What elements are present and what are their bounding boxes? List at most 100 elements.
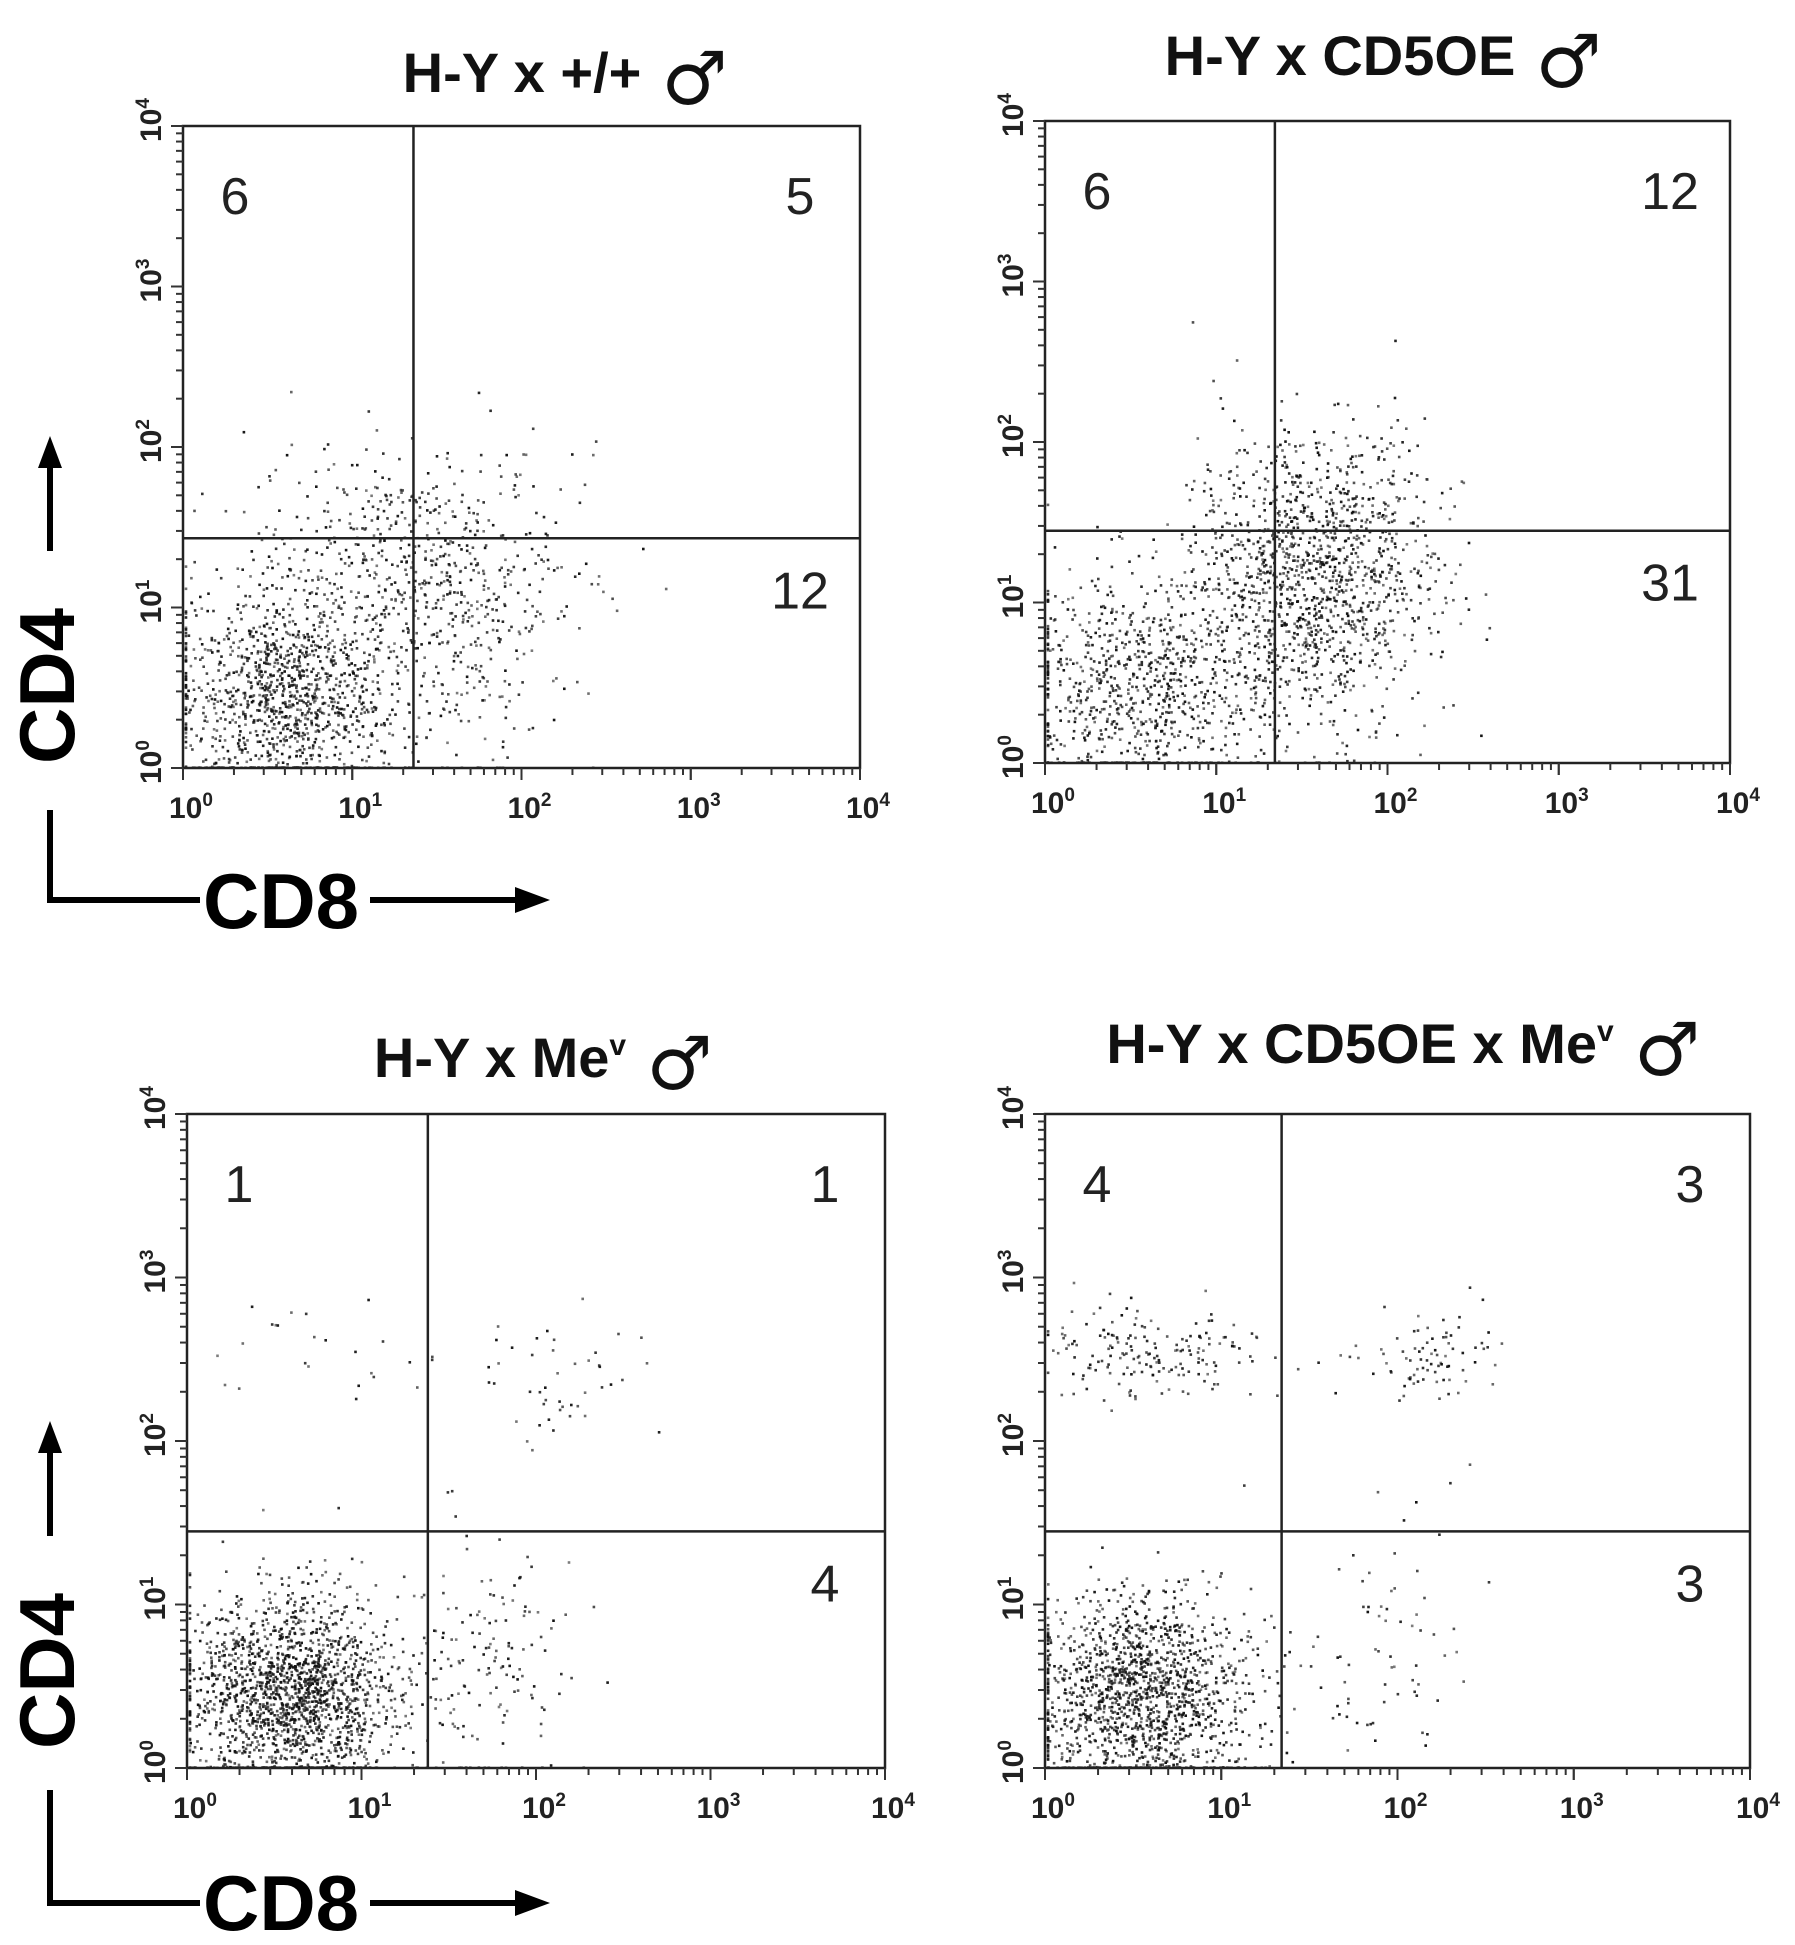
- event-dot: [324, 1708, 328, 1711]
- event-dot: [1232, 578, 1236, 581]
- event-dot: [291, 666, 294, 669]
- event-dot: [184, 628, 188, 631]
- event-dot: [327, 538, 331, 542]
- event-dot: [1389, 586, 1392, 590]
- event-dot: [257, 1651, 261, 1655]
- event-dot: [1263, 701, 1266, 705]
- event-dot: [310, 635, 314, 639]
- event-dot: [362, 1728, 365, 1731]
- event-dot: [1373, 663, 1377, 666]
- event-dot: [278, 1716, 282, 1719]
- event-dot: [1230, 614, 1234, 617]
- event-dot: [1107, 735, 1111, 739]
- event-dot: [343, 696, 347, 699]
- event-dot: [1046, 730, 1050, 733]
- event-dot: [300, 1752, 304, 1755]
- event-dot: [1245, 495, 1248, 498]
- event-dot: [1269, 571, 1272, 575]
- event-dot: [244, 715, 247, 718]
- event-dot: [1160, 729, 1164, 733]
- event-dot: [1105, 720, 1109, 723]
- event-dot: [286, 763, 289, 766]
- event-dot: [353, 686, 356, 690]
- event-dot: [1139, 733, 1143, 736]
- event-dot: [1339, 468, 1342, 471]
- event-dot: [1226, 588, 1229, 591]
- event-dot: [1142, 684, 1146, 688]
- event-dot: [357, 1733, 361, 1736]
- event-dot: [424, 500, 427, 504]
- event-dot: [1193, 683, 1197, 686]
- event-dot: [1268, 610, 1272, 613]
- event-dot: [403, 591, 406, 595]
- event-dot: [1279, 583, 1282, 587]
- event-dot: [290, 683, 294, 687]
- event-dot: [224, 1618, 228, 1622]
- event-dot: [1124, 643, 1127, 646]
- event-dot: [350, 1683, 354, 1686]
- event-dot: [1303, 561, 1306, 565]
- event-dot: [323, 593, 326, 596]
- event-dot: [198, 637, 202, 641]
- event-dot: [1378, 512, 1381, 515]
- event-dot: [1247, 632, 1250, 636]
- event-dot: [193, 509, 196, 513]
- event-dot: [254, 1701, 258, 1705]
- event-dot: [1102, 671, 1105, 674]
- event-dot: [1257, 646, 1261, 649]
- event-dot: [212, 702, 216, 706]
- event-dot: [1111, 594, 1115, 598]
- event-dot: [1071, 596, 1075, 600]
- event-dot: [278, 1637, 281, 1641]
- event-dot: [1325, 534, 1328, 538]
- event-dot: [442, 580, 446, 583]
- event-dot: [383, 723, 386, 727]
- event-dot: [1403, 586, 1406, 590]
- event-dot: [1383, 622, 1387, 625]
- event-dot: [1354, 504, 1357, 507]
- event-dot: [296, 701, 299, 705]
- event-dot: [197, 686, 201, 689]
- event-dot: [1179, 679, 1183, 683]
- event-dot: [1336, 466, 1339, 469]
- event-dot: [217, 758, 221, 761]
- event-dot: [455, 753, 458, 757]
- event-dot: [1110, 723, 1114, 726]
- event-dot: [316, 709, 320, 712]
- event-dot: [246, 700, 249, 703]
- event-dot: [1224, 696, 1228, 700]
- event-dot: [390, 1689, 394, 1693]
- event-dot: [302, 674, 306, 677]
- event-dot: [1358, 619, 1362, 623]
- event-dot: [317, 1732, 321, 1736]
- event-dot: [450, 611, 454, 615]
- event-dot: [344, 728, 348, 732]
- event-dot: [1339, 681, 1342, 684]
- event-dot: [1213, 672, 1216, 676]
- event-dot: [246, 706, 249, 709]
- event-dot: [1242, 717, 1246, 721]
- event-dot: [1289, 602, 1292, 606]
- event-dot: [281, 1687, 284, 1690]
- event-dot: [1195, 675, 1199, 679]
- event-dot: [1211, 546, 1214, 549]
- event-dot: [1239, 708, 1242, 711]
- event-dot: [1054, 595, 1057, 598]
- event-dot: [1209, 487, 1213, 491]
- event-dot: [1270, 652, 1273, 655]
- event-dot: [1339, 547, 1342, 551]
- event-dot: [289, 729, 292, 732]
- event-dot: [189, 744, 192, 747]
- event-dot: [337, 1698, 340, 1701]
- event-dot: [1200, 588, 1204, 592]
- event-dot: [1108, 657, 1111, 660]
- event-dot: [451, 515, 455, 518]
- event-dot: [482, 501, 485, 504]
- event-dot: [1116, 661, 1120, 664]
- event-dot: [225, 1684, 228, 1688]
- event-dot: [1281, 580, 1284, 584]
- event-dot: [1262, 571, 1265, 574]
- event-dot: [1346, 640, 1350, 644]
- event-dot: [487, 646, 491, 650]
- event-dot: [1285, 525, 1288, 529]
